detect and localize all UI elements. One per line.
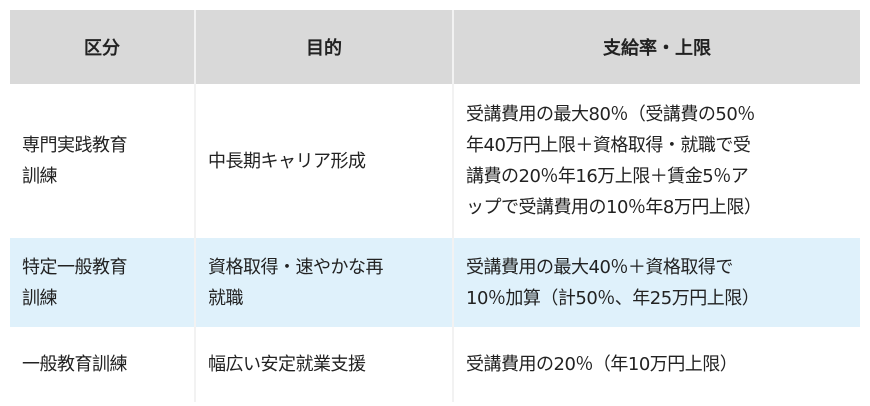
cell-line: 中長期キャリア形成 — [208, 150, 366, 172]
cell-line: 特定一般教育 — [22, 256, 128, 278]
table-row: 一般教育訓練 幅広い安定就業支援 受講費用の20％（年10万円上限） — [10, 327, 860, 402]
cell-line: 訓練 — [22, 287, 58, 309]
subsidy-table: 区分 目的 支給率・上限 専門実践教育 訓練 中長期キャリア形成 受講費用の最大… — [10, 10, 860, 402]
cell-line: 訓練 — [22, 166, 58, 187]
table-row: 特定一般教育 訓練 資格取得・速やかな再 就職 受講費用の最大40％＋資格取得で… — [10, 238, 860, 327]
header-purpose: 目的 — [194, 10, 453, 84]
cell-purpose: 中長期キャリア形成 — [194, 84, 453, 238]
cell-rate: 受講費用の最大40％＋資格取得で 10％加算（計50％、年25万円上限） — [452, 238, 860, 327]
cell-line: 一般教育訓練 — [22, 354, 128, 375]
header-row: 区分 目的 支給率・上限 — [10, 10, 860, 84]
cell-line: 10％加算（計50％、年25万円上限） — [466, 287, 760, 309]
cell-line: 受講費用の20％（年10万円上限） — [466, 354, 738, 375]
cell-category: 専門実践教育 訓練 — [10, 84, 195, 238]
cell-line: 年40万円上限＋資格取得・就職で受 — [466, 135, 751, 156]
header-rate: 支給率・上限 — [452, 10, 860, 84]
header-category: 区分 — [10, 10, 195, 84]
cell-purpose: 幅広い安定就業支援 — [194, 327, 453, 402]
cell-line: ップで受講費用の10％年8万円上限） — [466, 197, 762, 218]
cell-category: 特定一般教育 訓練 — [10, 238, 195, 327]
table-row: 専門実践教育 訓練 中長期キャリア形成 受講費用の最大80％（受講費の50％ 年… — [10, 84, 860, 238]
cell-rate: 受講費用の最大80％（受講費の50％ 年40万円上限＋資格取得・就職で受 講費の… — [452, 84, 860, 238]
cell-category: 一般教育訓練 — [10, 327, 195, 402]
cell-line: 講費の20％年16万上限＋賃金5％ア — [466, 166, 749, 187]
cell-line: 資格取得・速やかな再 — [208, 256, 384, 278]
cell-line: 受講費用の最大40％＋資格取得で — [466, 256, 733, 278]
cell-line: 就職 — [208, 287, 244, 309]
cell-line: 受講費用の最大80％（受講費の50％ — [466, 104, 755, 125]
cell-rate: 受講費用の20％（年10万円上限） — [452, 327, 860, 402]
cell-line: 専門実践教育 — [22, 135, 128, 156]
cell-purpose: 資格取得・速やかな再 就職 — [194, 238, 453, 327]
cell-line: 幅広い安定就業支援 — [208, 354, 366, 375]
